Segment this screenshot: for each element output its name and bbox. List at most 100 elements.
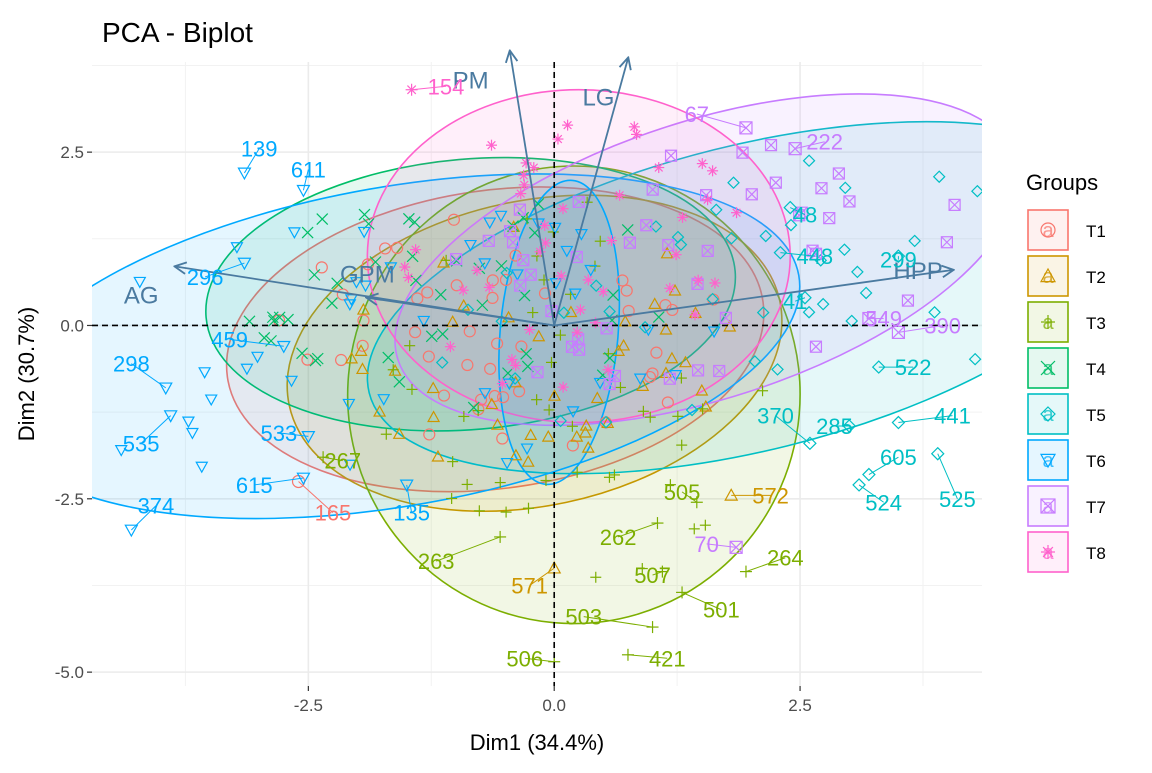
point-T5 [928, 305, 941, 319]
marker-square-x-b [765, 139, 777, 152]
point-T2 [502, 310, 516, 323]
marker-triangle [485, 397, 499, 410]
point-T8 [555, 270, 567, 282]
point-522 [871, 360, 886, 374]
point-T1 [475, 393, 488, 406]
point-T8 [486, 139, 498, 151]
point-T1 [437, 389, 451, 402]
marker-circle [437, 389, 451, 402]
marker-triangle-down [464, 239, 478, 252]
marker-ast-b [732, 208, 741, 217]
marker-cross-b [301, 226, 314, 239]
marker-square [1040, 498, 1056, 514]
point-T6 [483, 217, 497, 230]
point-T6 [285, 375, 299, 388]
point-T1 [461, 358, 474, 372]
marker-diamond [725, 231, 738, 245]
point-T7 [482, 234, 495, 247]
marker-square-x-b [603, 378, 616, 391]
point-T1 [421, 286, 434, 299]
marker-square-x-b [700, 189, 713, 202]
marker-diamond [435, 356, 449, 369]
marker-circle [490, 337, 504, 350]
point-T5 [1013, 299, 1024, 310]
marker-diamond [798, 290, 812, 305]
point-T7 [646, 183, 659, 196]
point-T8 [582, 274, 594, 286]
point-T2 [532, 329, 546, 342]
point-T8 [692, 274, 704, 286]
marker-triangle-down [384, 262, 398, 275]
point-T2 [695, 383, 709, 396]
marker-circle [1040, 222, 1056, 238]
marker-triangle [427, 410, 441, 423]
point-41 [798, 290, 812, 305]
marker-triangle-down [185, 427, 199, 440]
point-T8 [606, 235, 618, 247]
point-T3 [594, 235, 606, 247]
legend-key-box [1027, 255, 1069, 297]
legend-item-T6: a T6 [1027, 439, 1106, 481]
point-label-421: 421 [649, 646, 686, 671]
point-T8 [562, 119, 574, 131]
point-T5 [725, 231, 738, 245]
marker-diamond [773, 245, 788, 260]
point-299 [891, 249, 906, 263]
marker-circle [497, 391, 510, 404]
marker-triangle-down [296, 184, 311, 198]
marker-ast-b [511, 361, 520, 370]
point-T2 [547, 389, 562, 401]
point-T4 [258, 331, 271, 344]
point-label-507: 507 [634, 563, 671, 588]
variable-arrows: PM LG AG GPM HPP [124, 52, 953, 327]
marker-triangle-down [251, 351, 265, 364]
point-535 [163, 410, 178, 423]
point-T4 [518, 289, 531, 302]
marker-square-x-b [517, 254, 530, 267]
marker-cross-b [436, 328, 449, 340]
point-T5 [971, 184, 982, 198]
marker-square-x-b [810, 340, 822, 353]
y-axis-title: Dim2 (30.7%) [14, 307, 39, 441]
marker-triangle [1039, 267, 1057, 283]
point-T1 [661, 396, 674, 409]
point-T5 [802, 154, 816, 168]
legend-label-T7: T7 [1086, 498, 1106, 517]
point-T3 [644, 411, 656, 423]
label-connector-506 [524, 657, 555, 663]
marker-triangle [509, 448, 523, 461]
point-T3 [458, 410, 470, 422]
marker-square [482, 234, 495, 247]
point-T5 [759, 229, 773, 243]
marker-cross-b [258, 331, 271, 344]
point-T6 [181, 416, 195, 429]
point-label-390: 390 [924, 313, 961, 338]
marker-square [640, 219, 653, 232]
variable-label-PM: PM [453, 67, 489, 94]
marker-ast-b [710, 278, 720, 288]
point-T3 [545, 356, 557, 368]
marker-cross-b [331, 277, 344, 290]
marker-square-x-b [713, 365, 726, 377]
point-611 [296, 184, 311, 198]
point-T7 [524, 268, 537, 281]
marker-triangle-down [285, 375, 299, 388]
marker-triangle-down [357, 226, 371, 239]
point-T1 [538, 287, 552, 300]
legend-key-glyph: a [1042, 542, 1054, 564]
marker-triangle-down [520, 443, 534, 456]
label-connector-421 [627, 654, 668, 659]
point-label-298: 298 [113, 352, 150, 377]
marker-square-x-b [570, 251, 583, 263]
point-T2 [355, 362, 369, 375]
point-T4 [402, 212, 415, 225]
marker-ast-b [583, 275, 593, 285]
point-T5 [727, 176, 740, 190]
legend-key-symbol [1040, 360, 1056, 376]
marker-square [713, 364, 726, 378]
point-T6 [510, 269, 524, 282]
marker-ast-b [516, 189, 526, 198]
point-T1 [486, 291, 499, 305]
point-T1 [356, 339, 369, 352]
